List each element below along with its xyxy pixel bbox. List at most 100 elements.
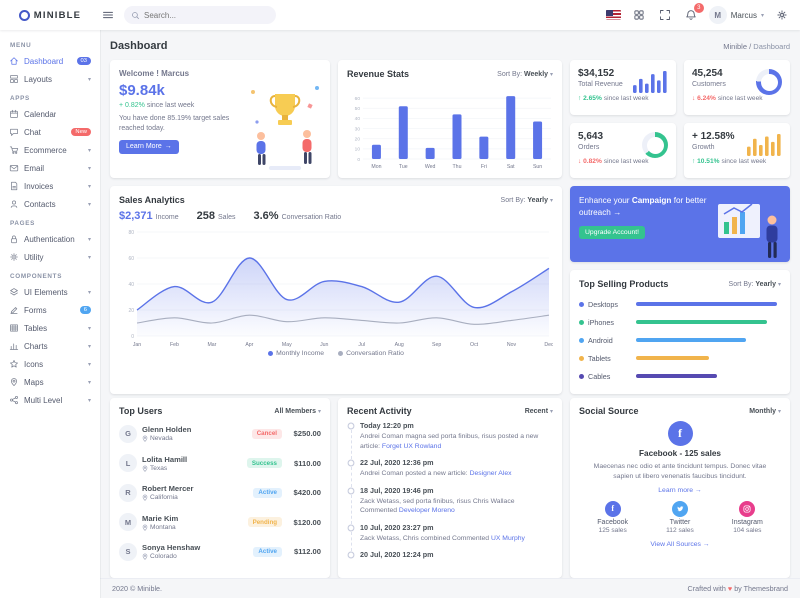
sidebar-item-calendar[interactable]: Calendar <box>0 105 100 123</box>
product-name: Tablets <box>588 353 611 363</box>
stat-delta: ↑ 10.51% <box>692 158 720 165</box>
sidebar-item-multi-level[interactable]: Multi Level ▾ <box>0 391 100 409</box>
sales-sort-dropdown[interactable]: Sort By: Yearly ▾ <box>500 196 553 204</box>
sidebar-item-utility[interactable]: Utility ▾ <box>0 248 100 266</box>
table-icon <box>9 323 19 333</box>
sidebar-item-ecommerce[interactable]: Ecommerce ▾ <box>0 141 100 159</box>
search-input[interactable] <box>144 10 269 20</box>
social-filter-dropdown[interactable]: Monthly ▾ <box>749 407 781 415</box>
sidebar-item-contacts[interactable]: Contacts ▾ <box>0 195 100 213</box>
activity-link[interactable]: Forget UX Rowland <box>381 442 442 450</box>
activity-date: 20 Jul, 2020 12:24 pm <box>360 550 434 560</box>
stat-card-growth: + 12.58% Growth ↑ 10.51% since last week <box>684 123 790 178</box>
sidebar: MENU Dashboard 03 Layouts ▾ APPS Calenda… <box>0 30 100 598</box>
map-pin-icon <box>142 494 148 502</box>
footer-copyright: 2020 © Minible. <box>112 584 163 593</box>
language-flag-icon[interactable] <box>605 10 621 20</box>
sidebar-item-tables[interactable]: Tables ▾ <box>0 319 100 337</box>
user-menu[interactable]: M Marcus ▾ <box>708 6 764 24</box>
user-icon <box>9 199 19 209</box>
brand-logo[interactable]: MINIBLE <box>0 0 100 30</box>
activity-link[interactable]: Designer Alex <box>469 470 512 478</box>
timeline-dot-icon <box>347 524 355 532</box>
sidebar-item-chat[interactable]: Chat New <box>0 123 100 141</box>
chevron-down-icon: ▾ <box>549 71 553 78</box>
bar-chart-icon <box>9 341 19 351</box>
product-row: Tablets <box>579 349 781 367</box>
stat-card-total-revenue: $34,152 Total Revenue ↑ 2.65% since last … <box>570 60 676 115</box>
sidebar-item-email[interactable]: Email ▾ <box>0 159 100 177</box>
members-filter-dropdown[interactable]: All Members ▾ <box>274 407 321 415</box>
user-amount: $112.00 <box>293 547 321 557</box>
apps-grid-button[interactable] <box>631 7 647 23</box>
campaign-banner-card: Enhance your Campaign for better outreac… <box>570 186 790 262</box>
fullscreen-button[interactable] <box>657 7 673 23</box>
svg-text:Oct: Oct <box>470 342 479 348</box>
source-instagram[interactable]: Instagram 104 sales <box>714 500 781 534</box>
svg-text:Sep: Sep <box>432 342 441 348</box>
activity-date: Today 12:20 pm <box>360 421 414 430</box>
activity-link[interactable]: UX Murphy <box>490 534 525 542</box>
user-location: California <box>150 494 178 502</box>
top-users-card: Top Users All Members ▾ G Glenn Holden N… <box>110 398 330 578</box>
chevron-down-icon: ▾ <box>87 361 91 368</box>
chevron-down-icon: ▾ <box>87 379 91 386</box>
activity-item: 20 Jul, 2020 12:24 pm <box>347 550 553 568</box>
layers-icon <box>9 287 19 297</box>
status-badge: Pending <box>247 517 282 528</box>
notifications-button[interactable]: 3 <box>683 3 704 23</box>
user-name: Sonya Henshaw <box>142 543 201 553</box>
activity-item: 18 Jul, 2020 19:46 pm Zack Wetass, sed p… <box>347 485 553 524</box>
map-pin-icon <box>142 553 148 561</box>
campaign-text: Enhance your Campaign for better outreac… <box>579 196 707 217</box>
welcome-greeting: Welcome ! Marcus <box>119 69 190 78</box>
orders-radial-chart <box>642 132 668 158</box>
products-sort-dropdown[interactable]: Sort By: Yearly ▾ <box>728 280 781 288</box>
activity-date: 18 Jul, 2020 19:46 pm <box>360 485 434 495</box>
chevron-down-icon: ▾ <box>777 408 781 415</box>
chat-new-badge: New <box>71 127 91 137</box>
revenue-sort-dropdown[interactable]: Sort By: Weekly ▾ <box>497 70 553 78</box>
sidebar-item-invoices[interactable]: Invoices ▾ <box>0 177 100 195</box>
sidebar-item-maps[interactable]: Maps ▾ <box>0 373 100 391</box>
arrow-right-icon: → <box>164 143 172 151</box>
learn-more-button[interactable]: Learn More → <box>119 139 179 154</box>
sidebar-section-title: COMPONENTS <box>10 273 63 280</box>
revenue-stats-card: Revenue Stats Sort By: Weekly ▾ 0 10 20 30 4… <box>338 60 562 178</box>
activity-link[interactable]: Developer Moreno <box>398 507 455 515</box>
sidebar-item-layouts[interactable]: Layouts ▾ <box>0 70 100 88</box>
learn-more-link[interactable]: Learn more → <box>658 486 702 494</box>
top-users-title: Top Users <box>119 406 163 416</box>
chat-icon <box>9 127 19 137</box>
user-location: Montana <box>150 523 176 531</box>
stat-delta: ↑ 2.65% <box>578 95 602 102</box>
chevron-down-icon: ▾ <box>87 76 91 83</box>
heart-icon: ♥ <box>727 584 733 593</box>
svg-text:10: 10 <box>355 147 361 153</box>
status-badge: Active <box>253 546 282 557</box>
settings-button[interactable] <box>774 7 790 23</box>
sidebar-item-icons[interactable]: Icons ▾ <box>0 355 100 373</box>
user-name: Marcus <box>730 10 757 20</box>
sales-kpis: $2,371 Income 258 Sales 3.6% Conversation R… <box>119 210 342 222</box>
avatar: L <box>119 454 137 473</box>
view-all-sources-link[interactable]: View All Sources → <box>650 540 710 548</box>
sidebar-item-forms[interactable]: Forms 6 <box>0 301 100 319</box>
source-twitter[interactable]: Twitter 112 sales <box>646 500 713 534</box>
social-sources-row: f Facebook 125 sales Twitter 112 sales I… <box>579 500 781 534</box>
stat-value: $34,152 <box>578 68 615 79</box>
envelope-icon <box>9 163 19 173</box>
sidebar-item-dashboard[interactable]: Dashboard 03 <box>0 52 100 70</box>
sales-area-chart: 0 20 40 60 80 Jan Feb Mar Apr May Jun Jul Aug Sep Oct N… <box>128 230 553 348</box>
upgrade-account-button[interactable]: Upgrade Account! <box>579 225 646 239</box>
brand-logo-icon <box>18 9 30 21</box>
source-facebook[interactable]: f Facebook 125 sales <box>579 500 646 534</box>
breadcrumb-root[interactable]: Minible <box>723 41 748 51</box>
sidebar-item-charts[interactable]: Charts ▾ <box>0 337 100 355</box>
stat-delta: ↓ 6.24% <box>692 95 716 102</box>
status-badge: Success <box>246 458 282 469</box>
menu-toggle-button[interactable] <box>100 7 116 23</box>
activity-filter-dropdown[interactable]: Recent ▾ <box>524 407 553 415</box>
sidebar-item-authentication[interactable]: Authentication ▾ <box>0 230 100 248</box>
sidebar-item-ui-elements[interactable]: UI Elements ▾ <box>0 283 100 301</box>
